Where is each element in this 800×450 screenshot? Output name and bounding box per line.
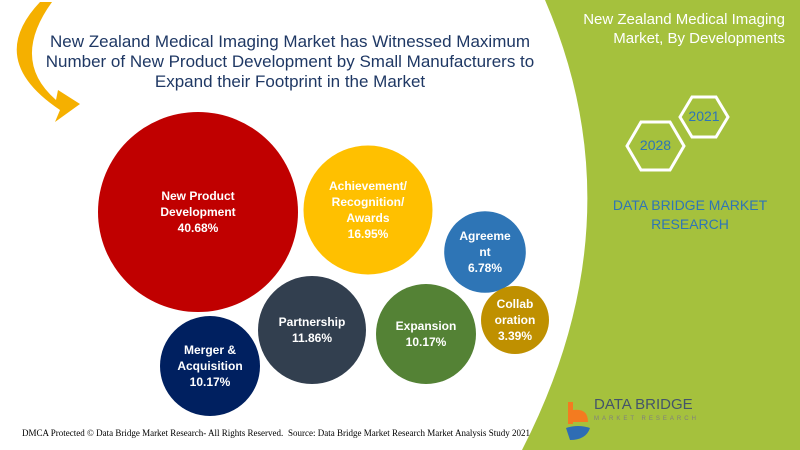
bubble-value: 16.95%: [347, 227, 389, 241]
copyright-text: DMCA Protected © Data Bridge Market Rese…: [22, 428, 284, 438]
bubble-category: Merger &: [183, 343, 236, 357]
side-title: New Zealand Medical Imaging Market, By D…: [583, 11, 785, 47]
bubble-merger-acquisition: [160, 316, 260, 416]
bubble-value: 40.68%: [177, 221, 219, 235]
arrow-icon: [16, 2, 81, 122]
year-2021: 2021: [688, 108, 720, 124]
bubble-agreement: [444, 211, 526, 293]
logo-icon: [566, 402, 590, 440]
bubble-category: Partnership: [278, 315, 346, 329]
bubble-category: New Product: [161, 189, 235, 203]
bubble-category: Development: [160, 205, 236, 219]
bubble-value: 6.78%: [467, 261, 503, 275]
logo-name: DATA BRIDGE: [594, 396, 693, 413]
bubble-label: Agreeme nt 6.78%: [459, 228, 510, 276]
bubble-value: 10.17%: [189, 375, 231, 389]
bubble-label: Partnership 11.86%: [279, 314, 346, 346]
bubble-value: 11.86%: [291, 331, 333, 345]
bubble-label: Merger & Acquisition 10.17%: [177, 342, 242, 390]
bubble-value: 10.17%: [405, 335, 447, 349]
bubble-achievement-recognition-awards: [303, 145, 433, 275]
bubble-category: nt: [479, 245, 491, 259]
bubble-label: Expansion 10.17%: [396, 318, 457, 350]
green-panel: [522, 0, 800, 450]
year-2028: 2028: [639, 137, 672, 153]
bubble-label: Collab oration 3.39%: [495, 296, 536, 344]
bubble-label: Achievement/Recognition/Awards 16.95%: [329, 178, 407, 242]
logo-subtitle: MARKET RESEARCH: [594, 416, 699, 422]
bubble-category: Recognition/: [331, 195, 405, 209]
hexagon-2028: [625, 120, 686, 172]
bubble-category: Acquisition: [177, 359, 243, 373]
bubble-collaboration: [481, 286, 549, 354]
bubble-new-product-development: [98, 112, 298, 312]
bubble-category: Expansion: [395, 319, 457, 333]
bubble-value: 3.39%: [497, 329, 533, 343]
bubble-category: Achievement/: [328, 179, 408, 193]
bubble-expansion: [376, 284, 476, 384]
bubble-category: oration: [494, 313, 536, 327]
bubble-category: Collab: [496, 297, 534, 311]
source-text: Source: Data Bridge Market Research Mark…: [288, 428, 530, 438]
bubble-category: Agreeme: [459, 229, 511, 243]
hexagon-2021: [678, 95, 730, 139]
chart-title: New Zealand Medical Imaging Market has W…: [45, 32, 535, 91]
bubble-label: New Product Development 40.68%: [160, 188, 235, 236]
bubble-partnership: [258, 276, 366, 384]
bubble-category: Awards: [346, 211, 390, 225]
brand-text: DATA BRIDGE MARKET RESEARCH: [612, 197, 768, 232]
